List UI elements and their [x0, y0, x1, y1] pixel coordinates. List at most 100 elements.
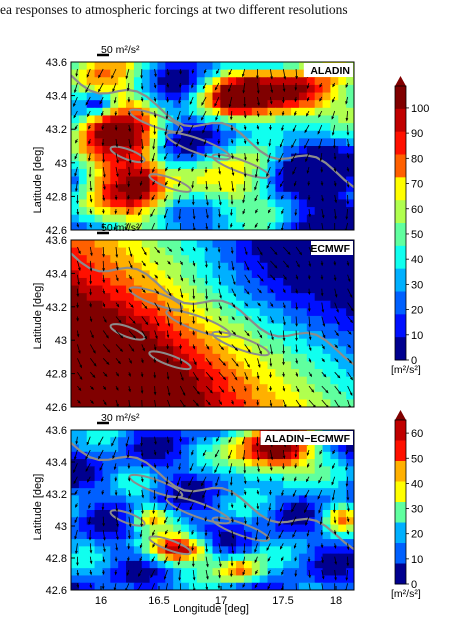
field-cell	[322, 502, 332, 511]
field-cell	[181, 247, 190, 256]
field-cell	[236, 444, 245, 453]
field-cell	[291, 399, 300, 407]
field-cell	[181, 84, 190, 94]
arrow	[215, 476, 220, 486]
field-cell	[102, 107, 111, 117]
field-cell	[102, 191, 111, 201]
field-cell	[118, 277, 127, 287]
field-cell	[133, 123, 143, 132]
field-cell	[173, 199, 182, 208]
field-cell	[338, 473, 347, 482]
arrow-head	[230, 212, 233, 217]
field-cell	[306, 459, 316, 467]
arrow	[266, 543, 271, 551]
field-cell	[110, 546, 119, 555]
field-cell	[181, 222, 190, 230]
arrow-head	[205, 186, 208, 191]
arrow-head	[320, 276, 324, 281]
arrow	[163, 138, 168, 148]
arrow	[278, 516, 284, 526]
field-cell	[86, 130, 96, 139]
field-cell	[275, 539, 284, 547]
field-cell	[204, 255, 214, 264]
field-cell	[228, 222, 237, 230]
field-cell	[118, 466, 127, 475]
field-cell	[212, 123, 221, 132]
field-cell	[283, 315, 292, 325]
field-cell	[118, 270, 127, 279]
field-cell	[228, 92, 237, 101]
field-cell	[236, 138, 245, 147]
arrow-head	[89, 199, 93, 203]
field-cell	[126, 69, 135, 78]
arrow-head	[334, 561, 337, 566]
field-cell	[165, 376, 174, 385]
arrow-head	[245, 317, 249, 321]
arrow-head	[295, 75, 298, 80]
field-cell	[94, 430, 104, 438]
field-cell	[236, 560, 245, 569]
arrow	[214, 82, 220, 90]
field-cell	[110, 247, 119, 256]
field-cell	[118, 184, 127, 193]
arrow	[115, 543, 118, 551]
arrow-head	[141, 146, 144, 150]
arrow	[154, 302, 160, 311]
field-cell	[220, 277, 229, 287]
arrow	[151, 222, 155, 230]
arrow-head	[178, 466, 181, 471]
arrow	[244, 288, 250, 295]
field-cell	[102, 62, 111, 71]
field-cell	[204, 546, 214, 555]
field-cell	[267, 444, 276, 453]
field-cell	[204, 84, 214, 94]
field-cell	[275, 222, 284, 230]
field-cell	[133, 502, 143, 511]
field-cell	[259, 384, 269, 393]
field-cell	[196, 495, 206, 504]
field-cell	[86, 214, 96, 223]
y-axis-label: Latitude [deg]	[32, 283, 44, 350]
arrow-head	[281, 478, 285, 482]
arrow-head	[164, 520, 167, 524]
field-cell	[141, 361, 151, 370]
field-cell	[118, 207, 127, 216]
field-cell	[259, 361, 269, 370]
arrow-head	[345, 467, 348, 472]
field-cell	[78, 184, 88, 193]
field-cell	[243, 115, 253, 124]
arrow-head	[153, 452, 157, 456]
arrow	[270, 260, 278, 269]
field-cell	[283, 270, 292, 279]
field-cell	[259, 391, 269, 401]
field-cell	[188, 376, 198, 385]
arrow-head	[178, 451, 182, 456]
field-cell	[173, 553, 182, 562]
arrow-head	[332, 465, 335, 470]
field-cell	[196, 331, 206, 340]
field-cell	[243, 473, 253, 482]
arrow-head	[307, 182, 311, 187]
arrow-head	[306, 464, 310, 468]
field-cell	[141, 384, 151, 393]
arrow-head	[230, 563, 234, 567]
field-cell	[110, 560, 119, 569]
field-cell	[220, 123, 229, 132]
arrow-head	[75, 140, 78, 144]
arrow-head	[188, 117, 191, 121]
arrow-head	[266, 173, 269, 178]
field-cell	[173, 369, 182, 378]
arrow	[154, 68, 157, 77]
field-cell	[149, 161, 159, 170]
arrow	[128, 344, 135, 352]
field-cell	[291, 495, 300, 504]
field-cell	[259, 100, 269, 109]
field-cell	[94, 568, 104, 577]
field-cell	[118, 369, 127, 378]
field-cell	[330, 277, 339, 287]
field-cell	[173, 531, 182, 540]
field-cell	[346, 255, 354, 264]
field-cell	[126, 384, 135, 393]
field-cell	[330, 384, 339, 393]
field-cell	[220, 138, 229, 147]
